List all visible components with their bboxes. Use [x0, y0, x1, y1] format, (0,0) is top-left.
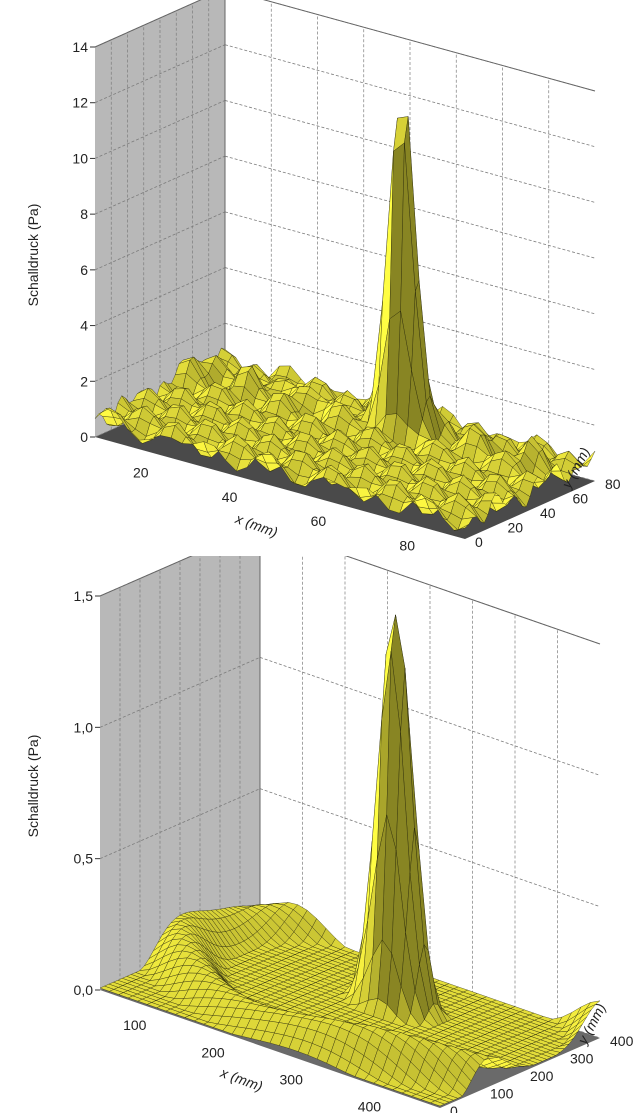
- z-tick-label: 1,0: [74, 719, 94, 735]
- grid-z-back: [224, 44, 596, 148]
- z-tick-label: 8: [80, 206, 88, 222]
- grid-z-left: [94, 100, 226, 159]
- x-tick-label: 100: [123, 1017, 147, 1033]
- surface: [94, 116, 596, 531]
- x-tick-label: 200: [201, 1044, 225, 1060]
- surface-plot-top: 0 2 4 6 8 10 12 14 20 40 60 80 0 20 40 60 80 Schalldruck …: [25, 0, 621, 554]
- z-axis-title: Schalldruck (Pa): [25, 735, 41, 838]
- surface-cell: [430, 1100, 445, 1107]
- y-tick-label: 60: [573, 491, 589, 507]
- z-axis-title: Schalldruck (Pa): [25, 204, 41, 307]
- z-tick-label: 0: [80, 429, 88, 445]
- y-tick-label: 80: [605, 476, 621, 492]
- y-tick-label: 200: [530, 1068, 554, 1084]
- z-tick-label: 0,5: [74, 851, 94, 867]
- z-tick-label: 1,5: [74, 588, 94, 604]
- surface-plot-bottom: 0,0 0,5 1,0 1,5 100 200 300 400 0 100 200 300 400 Sch…: [25, 556, 634, 1113]
- z-tick-label: 6: [80, 262, 88, 278]
- x-tick-label: 80: [399, 538, 415, 554]
- y-tick-label: 300: [570, 1051, 594, 1067]
- x-tick-label: 60: [311, 513, 327, 529]
- surface-cell: [454, 524, 469, 531]
- surface-chart-top: 0 2 4 6 8 10 12 14 20 40 60 80 0 20 40 60 80 Schalldruck …: [0, 0, 640, 556]
- z-tick-label: 2: [80, 373, 88, 389]
- x-axis-title: x (mm): [233, 510, 280, 540]
- z-tick-label: 10: [72, 150, 88, 166]
- y-tick-label: 100: [490, 1086, 514, 1102]
- surface: [99, 614, 601, 1107]
- x-tick-label: 20: [133, 464, 149, 480]
- y-tick-label: 20: [508, 520, 524, 536]
- y-tick-label: 40: [540, 505, 556, 521]
- x-tick-label: 300: [280, 1071, 304, 1087]
- x-tick-label: 400: [358, 1099, 382, 1113]
- wall-top-edge: [94, 0, 596, 92]
- y-tick-label: 400: [610, 1033, 634, 1049]
- x-tick-label: 40: [222, 489, 238, 505]
- surface-chart-bottom: 0,0 0,5 1,0 1,5 100 200 300 400 0 100 200 300 400 Sch…: [0, 556, 640, 1113]
- y-tick-label: 0: [475, 534, 483, 550]
- z-tick-label: 12: [72, 95, 88, 111]
- z-tick-label: 4: [80, 318, 88, 334]
- z-tick-label: 0,0: [74, 982, 94, 998]
- wall-top-edge: [99, 556, 601, 645]
- z-tick-label: 14: [72, 39, 88, 55]
- x-axis-title: x (mm): [218, 1064, 265, 1094]
- y-tick-label: 0: [450, 1103, 458, 1113]
- grid-z-left: [94, 44, 226, 104]
